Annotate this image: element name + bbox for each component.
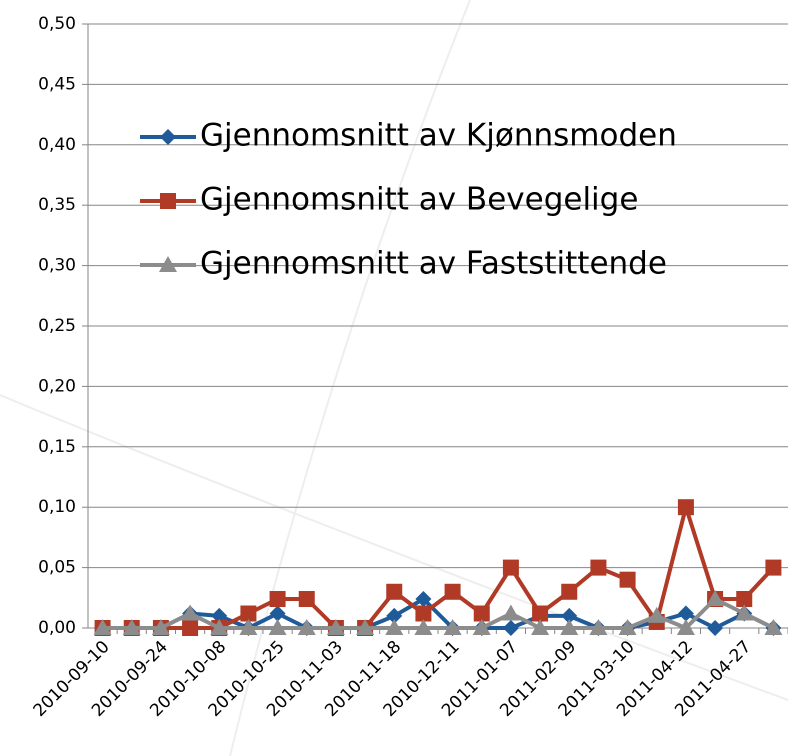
- marker: [531, 619, 550, 635]
- marker: [210, 619, 229, 635]
- legend-label: Gjennomsnitt av Kjønnsmoden: [200, 118, 677, 154]
- marker: [297, 619, 316, 635]
- legend-label: Gjennomsnitt av Faststittende: [200, 246, 667, 282]
- marker: [561, 607, 578, 624]
- marker: [269, 605, 286, 622]
- marker: [502, 620, 519, 636]
- marker: [735, 604, 754, 621]
- marker: [386, 583, 403, 600]
- marker: [181, 604, 200, 621]
- legend-marker: [160, 129, 176, 145]
- legend-label: Gjennomsnitt av Bevegelige: [200, 182, 638, 218]
- marker: [269, 591, 286, 608]
- marker: [415, 605, 432, 622]
- marker: [502, 559, 519, 576]
- background-curve: [229, 0, 471, 756]
- marker: [589, 619, 608, 635]
- marker: [473, 605, 490, 622]
- y-tick-label: 0,50: [38, 14, 76, 34]
- y-tick-label: 0,25: [38, 316, 76, 336]
- background-curve: [0, 394, 788, 701]
- marker: [298, 591, 315, 608]
- legend-marker: [160, 193, 176, 209]
- marker: [736, 591, 753, 608]
- y-tick-label: 0,45: [38, 74, 76, 94]
- marker: [532, 605, 549, 622]
- y-tick-label: 0,30: [38, 256, 76, 276]
- marker: [590, 559, 607, 576]
- marker: [414, 619, 433, 635]
- marker: [182, 620, 199, 636]
- marker: [122, 619, 141, 635]
- y-tick-label: 0,40: [38, 135, 76, 155]
- marker: [561, 583, 578, 600]
- marker: [239, 619, 258, 635]
- marker: [356, 619, 375, 635]
- marker: [444, 583, 461, 600]
- marker: [677, 605, 694, 622]
- marker: [240, 605, 257, 622]
- y-tick-label: 0,20: [38, 376, 76, 396]
- marker: [677, 499, 694, 516]
- marker: [472, 619, 491, 635]
- marker: [764, 619, 783, 635]
- marker: [619, 571, 636, 588]
- y-tick-label: 0,15: [38, 437, 76, 457]
- legend-marker: [159, 256, 177, 272]
- marker: [386, 607, 403, 624]
- y-tick-label: 0,05: [38, 558, 76, 578]
- marker: [326, 619, 345, 635]
- marker: [268, 619, 287, 635]
- marker: [707, 620, 724, 636]
- marker: [706, 590, 725, 607]
- marker: [93, 619, 112, 635]
- marker: [560, 619, 579, 635]
- marker: [676, 619, 695, 635]
- marker: [618, 619, 637, 635]
- marker: [151, 619, 170, 635]
- marker: [765, 559, 782, 576]
- marker: [647, 606, 666, 623]
- marker: [211, 607, 228, 624]
- y-tick-label: 0,00: [38, 618, 76, 638]
- marker: [415, 591, 432, 608]
- marker: [385, 619, 404, 635]
- marker: [443, 619, 462, 635]
- marker: [501, 604, 520, 621]
- y-tick-label: 0,10: [38, 497, 76, 517]
- y-tick-label: 0,35: [38, 195, 76, 215]
